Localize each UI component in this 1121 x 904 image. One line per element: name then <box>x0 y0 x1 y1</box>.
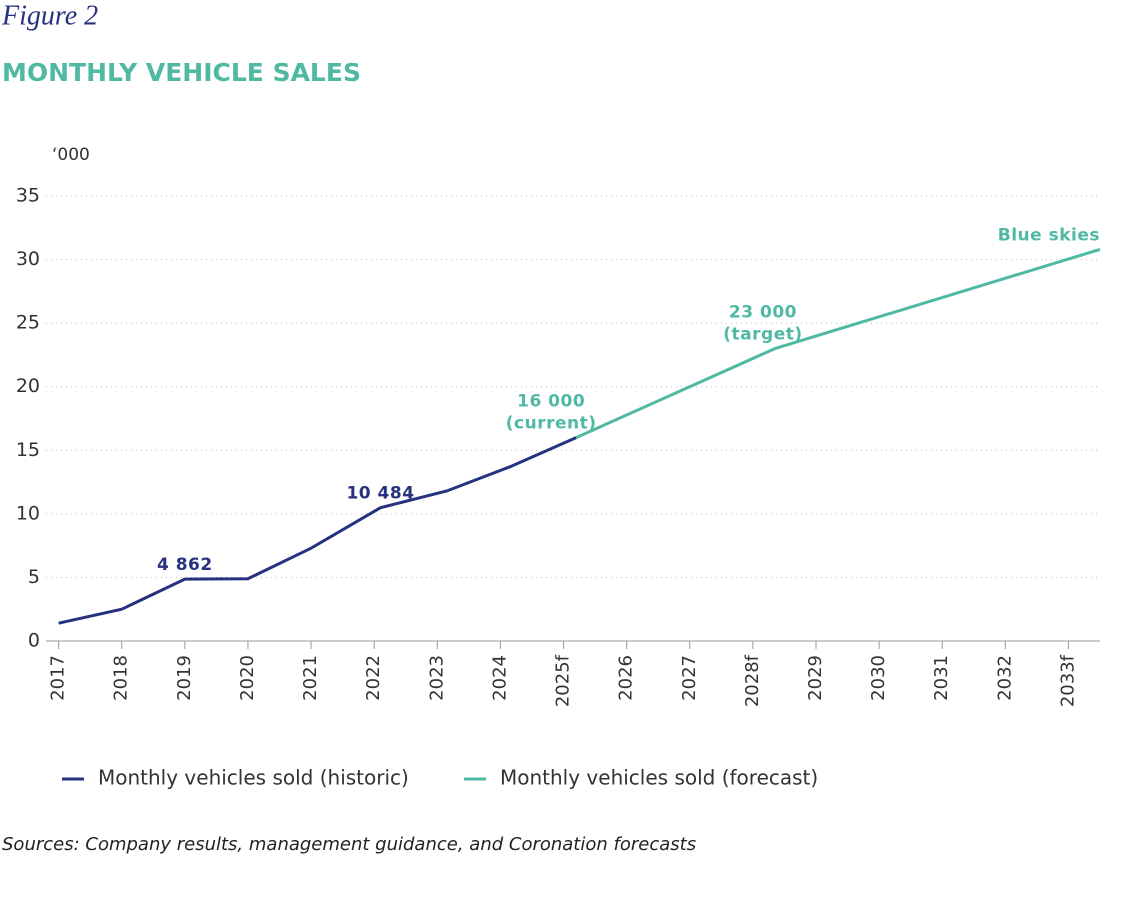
x-tick-label: 2017 <box>48 655 69 701</box>
figure-label: Figure 2 <box>1 0 98 31</box>
data-label: 4 862 <box>157 555 213 575</box>
data-label: 16 000 (current) <box>506 392 597 434</box>
data-label: 23 000 (target) <box>723 303 802 345</box>
x-tick-label: 2021 <box>300 655 321 701</box>
data-label-line: 4 862 <box>157 555 213 575</box>
x-tick-label: 2019 <box>174 655 195 701</box>
y-tick-label: 35 <box>16 185 40 207</box>
data-label-line: (target) <box>723 325 802 345</box>
x-tick-label: 2028f <box>742 654 763 707</box>
x-tick-label: 2025f <box>553 654 574 707</box>
y-tick-label: 20 <box>16 375 40 397</box>
x-tick-label: 2023 <box>426 655 447 701</box>
legend-label: Monthly vehicles sold (historic) <box>98 766 409 790</box>
x-tick-label: 2024 <box>489 655 510 701</box>
x-tick-label: 2020 <box>237 655 258 701</box>
data-label-line: (current) <box>506 414 597 434</box>
x-tick-label: 2018 <box>111 655 132 701</box>
data-label-line: 23 000 <box>729 303 797 323</box>
x-tick-label: 2029 <box>805 655 826 701</box>
y-tick-label: 30 <box>16 248 40 270</box>
x-tick-label: 2033f <box>1057 654 1078 707</box>
x-tick-label: 2026 <box>616 655 637 701</box>
x-tick-label: 2032 <box>994 655 1015 701</box>
x-tick-label: 2027 <box>679 655 700 701</box>
x-tick-label: 2030 <box>868 655 889 701</box>
x-tick-label: 2022 <box>363 655 384 701</box>
source-note: Sources: Company results, management gui… <box>2 834 696 855</box>
legend-label: Monthly vehicles sold (forecast) <box>500 766 818 790</box>
chart-title: MONTHLY VEHICLE SALES <box>2 58 361 87</box>
series-line <box>58 436 577 625</box>
data-label-line: 10 484 <box>346 484 414 504</box>
data-label: 10 484 <box>346 484 414 504</box>
data-label-line: 16 000 <box>517 392 585 412</box>
x-tick-label: 2031 <box>931 655 952 701</box>
y-tick-label: 15 <box>16 439 40 461</box>
data-label-line: Blue skies <box>998 225 1100 245</box>
y-tick-label: 5 <box>28 566 40 588</box>
y-tick-label: 10 <box>16 502 40 524</box>
y-tick-label: 0 <box>28 630 40 652</box>
data-label: Blue skies <box>998 225 1100 245</box>
y-unit: ‘000 <box>52 145 90 165</box>
series-line <box>575 247 1101 439</box>
y-tick-label: 25 <box>16 312 40 334</box>
